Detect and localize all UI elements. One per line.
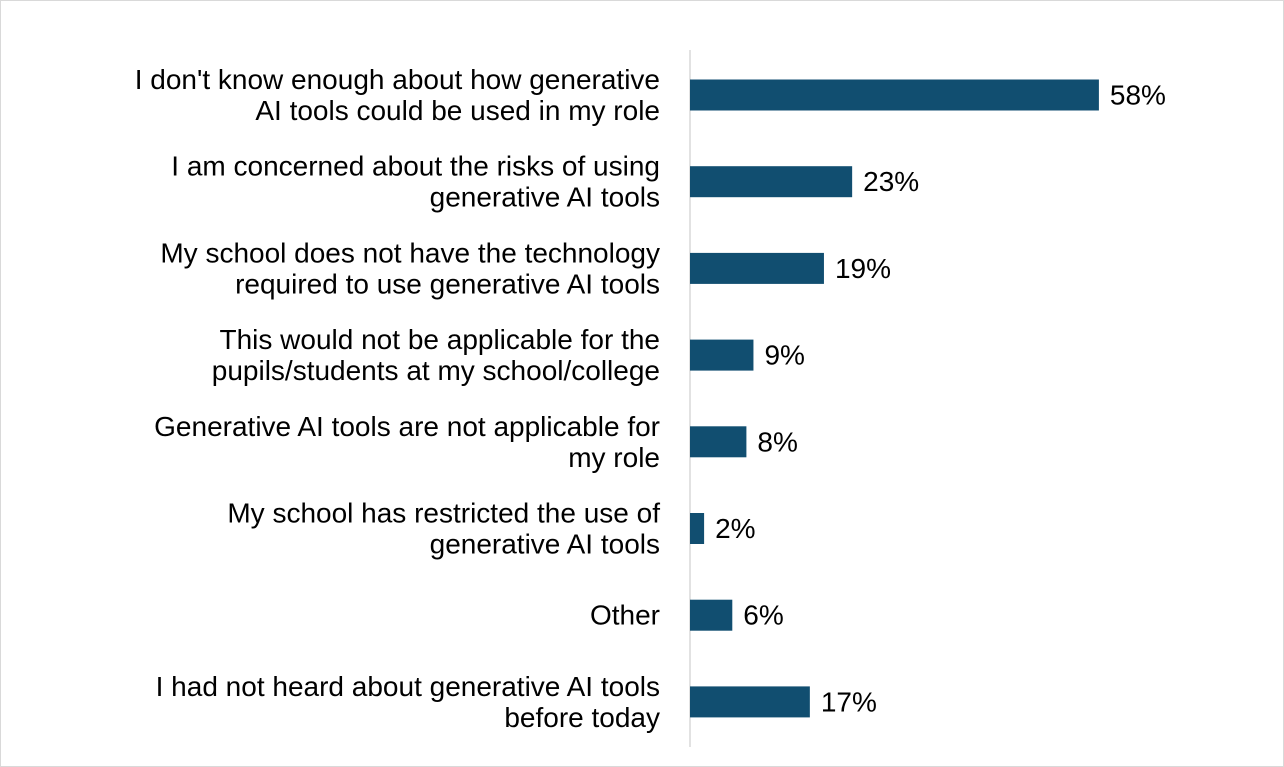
category-label: I am concerned about the risks of using g… bbox=[171, 151, 660, 213]
category-label-line: My school does not have the technology bbox=[160, 237, 660, 268]
value-label: 2% bbox=[715, 513, 755, 544]
bar bbox=[690, 426, 747, 458]
category-labels: I don't know enough about how generative… bbox=[135, 64, 661, 733]
value-label: 8% bbox=[757, 426, 797, 457]
bar bbox=[690, 166, 853, 198]
category-label-line: pupils/students at my school/college bbox=[212, 355, 660, 386]
bar bbox=[690, 686, 810, 718]
category-label-line: Generative AI tools are not applicable f… bbox=[154, 411, 660, 442]
category-label: Generative AI tools are not applicable f… bbox=[154, 411, 660, 473]
category-label: Other bbox=[590, 600, 660, 631]
category-label-line: my role bbox=[568, 442, 660, 473]
category-label: This would not be applicable for the pupi… bbox=[212, 324, 660, 386]
value-label: 9% bbox=[764, 340, 804, 371]
value-label: 17% bbox=[821, 686, 877, 717]
value-label: 6% bbox=[743, 600, 783, 631]
bars bbox=[690, 79, 1099, 718]
bar bbox=[690, 339, 754, 371]
category-label-line: AI tools could be used in my role bbox=[255, 95, 660, 126]
category-label: I had not heard about generative AI tool… bbox=[156, 671, 660, 733]
bar bbox=[690, 513, 705, 544]
value-labels: 58% 23% 19% 9% 8% 2% 6% 17% bbox=[715, 80, 1166, 718]
category-label-line: I am concerned about the risks of using bbox=[171, 151, 660, 182]
category-label-line: Other bbox=[590, 600, 660, 631]
bar bbox=[690, 79, 1099, 111]
category-label-line: I don't know enough about how generative bbox=[135, 64, 660, 95]
category-label-line: generative AI tools bbox=[430, 529, 660, 560]
category-label: My school does not have the technology re… bbox=[160, 237, 660, 299]
bar bbox=[690, 252, 824, 284]
category-label-line: generative AI tools bbox=[430, 182, 660, 213]
category-label-line: I had not heard about generative AI tool… bbox=[156, 671, 660, 702]
category-label-line: My school has restricted the use of bbox=[227, 498, 660, 529]
value-label: 23% bbox=[863, 166, 919, 197]
value-label: 58% bbox=[1110, 80, 1166, 111]
bar bbox=[690, 599, 733, 631]
value-label: 19% bbox=[835, 253, 891, 284]
category-label-line: before today bbox=[504, 702, 660, 733]
category-label: My school has restricted the use of gener… bbox=[227, 498, 660, 560]
category-label-line: required to use generative AI tools bbox=[235, 268, 660, 299]
category-label: I don't know enough about how generative… bbox=[135, 64, 660, 126]
category-label-line: This would not be applicable for the bbox=[220, 324, 661, 355]
